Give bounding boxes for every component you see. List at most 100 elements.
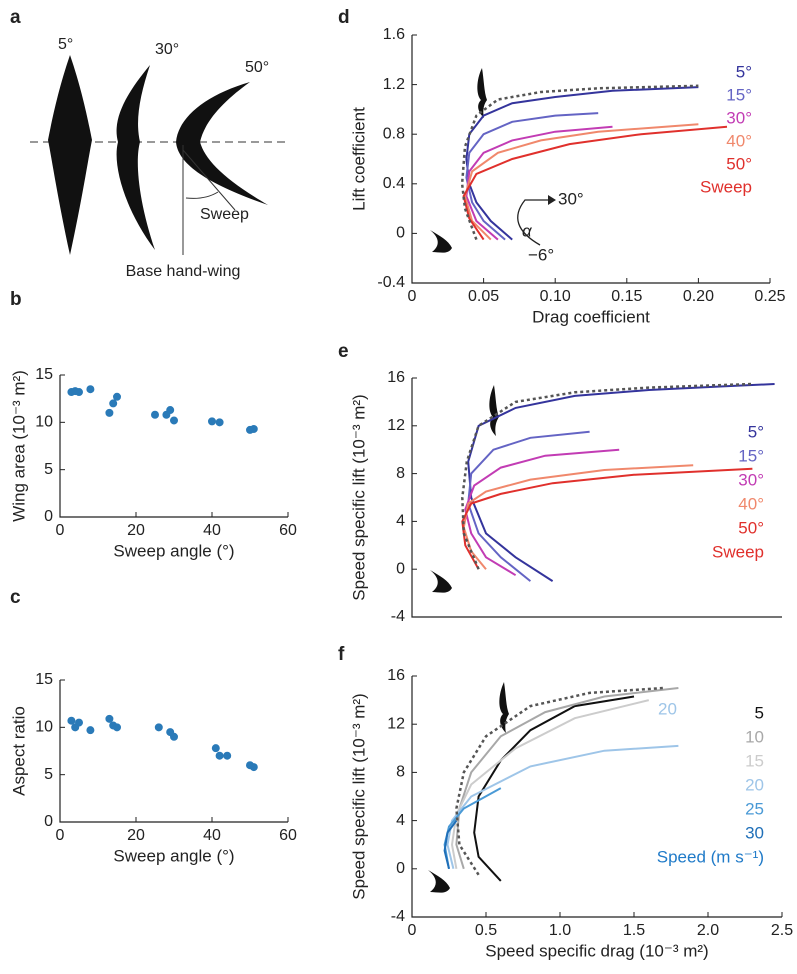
x-tick-label: 60 (279, 522, 297, 539)
legend-title: Speed (m s⁻¹) (657, 847, 764, 866)
legend-entry: 5° (736, 62, 752, 81)
annotation: 30° (558, 189, 584, 208)
y-tick-label: 10 (35, 719, 53, 736)
x-tick-label: 0.25 (754, 288, 785, 305)
angle-label: 30° (155, 41, 179, 58)
point (211, 744, 220, 753)
y-tick-label: 0 (396, 560, 405, 577)
x-axis-label: Speed specific drag (10⁻³ m²) (485, 941, 708, 960)
legend-entry: 5° (748, 422, 764, 441)
series-line (467, 430, 590, 582)
legend-entry: 20 (745, 775, 764, 794)
legend-entry: 30° (738, 470, 764, 489)
x-tick-label: 0 (408, 288, 417, 305)
y-tick-label: 1.2 (383, 76, 405, 93)
legend-entry: 50° (738, 518, 764, 537)
y-tick-label: 8 (396, 465, 405, 482)
series-line (443, 787, 502, 869)
y-tick-label: 4 (396, 513, 405, 530)
x-tick-label: 1.0 (549, 922, 571, 939)
series-line (465, 112, 599, 241)
sweep-line (182, 149, 236, 211)
point (113, 723, 121, 732)
panel-label: b (10, 289, 22, 310)
series-line (467, 383, 775, 582)
x-tick-label: 60 (279, 827, 297, 844)
x-tick-label: 0.05 (468, 288, 499, 305)
x-tick-label: 20 (127, 827, 145, 844)
legend-entry: 40° (738, 494, 764, 513)
x-tick-label: 0.5 (475, 922, 497, 939)
series-line (455, 687, 679, 870)
envelope-line (461, 382, 753, 570)
x-tick-label: 0.15 (611, 288, 642, 305)
y-axis-label: Wing area (10⁻³ m²) (9, 370, 28, 522)
sweep-label: Sweep (200, 206, 249, 223)
icon-50 (430, 570, 452, 593)
y-tick-label: 0 (44, 813, 53, 830)
panel-label: a (10, 7, 21, 28)
icon-5 (477, 68, 487, 118)
axes (59, 375, 288, 518)
series-line (450, 699, 650, 869)
y-axis-label: Lift coefficient (349, 107, 368, 211)
legend-entry: 10 (745, 727, 764, 746)
x-axis-label: Drag coefficient (532, 307, 650, 326)
x-tick-label: 2.5 (771, 922, 793, 939)
point (86, 726, 95, 735)
point (105, 714, 114, 723)
y-tick-label: 16 (387, 667, 405, 684)
point (154, 723, 163, 732)
base-label: Base hand-wing (126, 263, 241, 280)
x-tick-label: 0 (56, 827, 65, 844)
x-tick-label: 0.10 (540, 288, 571, 305)
wing-silhouette (48, 55, 92, 255)
y-tick-label: 0 (396, 225, 405, 242)
icon-5 (499, 682, 509, 733)
series-line (443, 820, 458, 870)
y-tick-label: 5 (44, 461, 53, 478)
y-tick-label: 0 (396, 860, 405, 877)
arrow-head (548, 195, 556, 205)
annotation: −6° (528, 245, 554, 264)
point (75, 388, 83, 397)
legend-entry: 5 (755, 703, 764, 722)
annotation: 20 (658, 699, 677, 718)
angle-label: 50° (245, 59, 269, 76)
y-tick-label: 0.8 (383, 125, 405, 142)
icons (428, 68, 509, 893)
series-line (463, 123, 699, 241)
icon-50 (430, 230, 452, 253)
y-tick-label: 5 (44, 766, 53, 783)
point (113, 392, 121, 401)
y-tick-label: 10 (35, 414, 53, 431)
series-line (461, 467, 753, 570)
axes (59, 680, 288, 823)
series-line (446, 744, 679, 870)
panel-label: c (10, 587, 21, 608)
icon-50 (428, 870, 450, 893)
point (208, 417, 216, 426)
legend-entry: 40° (726, 131, 752, 150)
legend-entry: 25 (745, 799, 764, 818)
x-tick-label: 40 (203, 827, 221, 844)
y-tick-label: 12 (387, 417, 405, 434)
x-tick-label: 2.0 (697, 922, 719, 939)
legend-title: Sweep (700, 177, 752, 196)
wing-silhouette (116, 65, 155, 250)
panel-label: f (338, 644, 345, 665)
y-axis-label: Speed specific lift (10⁻³ m²) (349, 394, 368, 600)
point (223, 751, 232, 760)
point (166, 406, 175, 415)
legend-entry: 30° (726, 108, 752, 127)
x-axis-label: Sweep angle (°) (113, 541, 234, 560)
legend-entry: 50° (726, 154, 752, 173)
alpha-arrow (517, 199, 548, 246)
series-line (465, 125, 613, 241)
wing-silhouette (176, 82, 268, 205)
point (170, 416, 178, 425)
point (67, 716, 76, 725)
point (86, 385, 95, 394)
x-axis-label: Sweep angle (°) (113, 846, 234, 865)
